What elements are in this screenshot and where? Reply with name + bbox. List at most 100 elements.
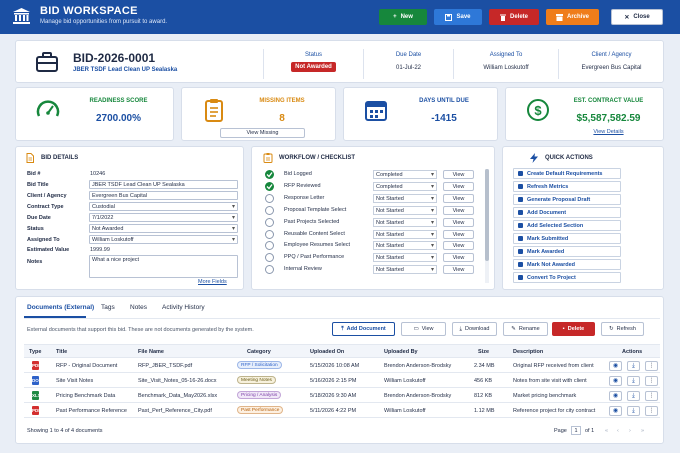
workflow-scrollbar-thumb[interactable] — [485, 169, 489, 261]
quick-action-item[interactable]: Mark Not Awarded — [513, 259, 621, 270]
table-row[interactable]: PDF Past Performance Reference Past_Perf_R… — [24, 404, 660, 418]
close-button-label: Close — [633, 14, 650, 20]
tab-activity-history[interactable]: Activity History — [162, 304, 205, 311]
view-missing-button[interactable]: View Missing — [220, 128, 305, 138]
empty-circle-icon[interactable] — [265, 217, 274, 227]
workflow-item-status-select[interactable]: Not Started — [373, 265, 437, 275]
eye-icon[interactable]: ◉ — [609, 361, 622, 371]
prev-page-icon[interactable]: ‹ — [617, 428, 619, 434]
quick-action-item[interactable]: Convert To Project — [513, 272, 621, 283]
status-select[interactable]: Not Awarded — [89, 224, 238, 233]
quick-action-item[interactable]: Create Default Requirements — [513, 168, 621, 179]
eye-icon[interactable]: ◉ — [609, 406, 622, 416]
workflow-item-status-select[interactable]: Not Started — [373, 253, 437, 263]
workflow-item-status-select[interactable]: Not Started — [373, 205, 437, 215]
download-row-icon[interactable]: ⤓ — [627, 391, 640, 401]
client-label: Client / Agency — [591, 52, 632, 58]
bid-name: JBER TSDF Lead Clean UP Sealaska — [73, 67, 178, 73]
client-summary: Client / Agency Evergreen Bus Capital — [558, 49, 664, 79]
add-document-button[interactable]: ⤒ Add Document — [332, 322, 395, 336]
workflow-item-view-button[interactable]: View — [443, 181, 474, 191]
more-fields-link[interactable]: More Fields — [198, 279, 227, 285]
workflow-title-text: WORKFLOW / CHECKLIST — [279, 155, 355, 161]
contract-type-label: Contract Type — [27, 204, 64, 210]
tab-documents-external[interactable]: Documents (External) — [27, 304, 95, 311]
delete-button[interactable]: Delete — [489, 9, 539, 25]
view-details-link[interactable]: View Details — [593, 129, 624, 135]
download-document-button[interactable]: ⤓ Download — [452, 322, 497, 336]
download-row-icon[interactable]: ⤓ — [627, 406, 640, 416]
rename-document-button[interactable]: ✎ Rename — [503, 322, 548, 336]
workflow-item-status: Completed — [376, 172, 403, 178]
workflow-item-view-button[interactable]: View — [443, 253, 474, 263]
page-number-input[interactable]: 1 — [571, 426, 581, 435]
check-circle-icon[interactable] — [265, 170, 274, 179]
more-options-icon[interactable]: ⋮ — [645, 361, 658, 371]
kpi-days-value: -1415 — [431, 113, 457, 124]
workflow-item-status-select[interactable]: Not Started — [373, 193, 437, 203]
empty-circle-icon[interactable] — [265, 193, 274, 203]
workflow-item-view-button[interactable]: View — [443, 193, 474, 203]
empty-circle-icon[interactable] — [265, 205, 274, 215]
quick-action-item[interactable]: Refresh Metrics — [513, 181, 621, 192]
workflow-item-view-button[interactable]: View — [443, 217, 474, 227]
tab-notes[interactable]: Notes — [130, 304, 147, 311]
next-page-icon[interactable]: › — [629, 428, 631, 434]
more-options-icon[interactable]: ⋮ — [645, 391, 658, 401]
view-document-button[interactable]: ▭ View — [401, 322, 446, 336]
empty-circle-icon[interactable] — [265, 265, 274, 275]
download-row-icon[interactable]: ⤓ — [627, 376, 640, 386]
more-options-icon[interactable]: ⋮ — [645, 406, 658, 416]
delete-document-button[interactable]: ▪ Delete — [552, 322, 595, 336]
quick-action-item[interactable]: Mark Submitted — [513, 233, 621, 244]
notes-textarea[interactable]: What a nice project — [89, 255, 238, 278]
quick-action-item[interactable]: Generate Proposal Draft — [513, 194, 621, 205]
last-page-icon[interactable]: » — [641, 428, 645, 434]
quick-action-item[interactable]: Add Selected Section — [513, 220, 621, 231]
table-row[interactable]: DOC Site Visit Notes Site_Visit_Notes_05-1… — [24, 374, 660, 388]
status-badge: Not Awarded — [291, 62, 336, 72]
workflow-item-name: Employee Resumes Select — [284, 242, 351, 249]
workflow-item-status-select[interactable]: Completed — [373, 181, 437, 191]
assigned-to-select[interactable]: William Loskutoff — [89, 235, 238, 244]
workflow-item-view-button[interactable]: View — [443, 170, 474, 179]
workflow-scrollbar[interactable] — [485, 169, 489, 283]
new-button[interactable]: + New — [379, 9, 427, 25]
more-options-icon[interactable]: ⋮ — [645, 376, 658, 386]
checkmark-icon — [266, 172, 273, 178]
workflow-item-status-select[interactable]: Not Started — [373, 241, 437, 251]
workflow-item-view-button[interactable]: View — [443, 229, 474, 239]
bid-title-field[interactable]: JBER TSDF Lead Clean UP Sealaska — [89, 180, 238, 189]
documents-description: External documents that support this bid… — [27, 327, 254, 333]
archive-button[interactable]: Archive — [546, 9, 599, 25]
close-button[interactable]: ✕ Close — [611, 9, 663, 25]
workflow-item-view-button[interactable]: View — [443, 241, 474, 251]
eye-icon[interactable]: ◉ — [609, 376, 622, 386]
due-date-picker[interactable]: 7/1/2022 — [89, 213, 238, 222]
workflow-item-status-select[interactable]: Completed — [373, 170, 437, 179]
download-row-icon[interactable]: ⤓ — [627, 361, 640, 371]
table-row[interactable]: XLS Pricing Benchmark Data Benchmark_Data_… — [24, 389, 660, 403]
tab-tags[interactable]: Tags — [101, 304, 115, 311]
workflow-item-name: RFP Reviewed — [284, 182, 321, 189]
check-circle-icon[interactable] — [265, 181, 274, 191]
workflow-item-view-button[interactable]: View — [443, 265, 474, 275]
workflow-item-view-button[interactable]: View — [443, 205, 474, 215]
workflow-item-status-select[interactable]: Not Started — [373, 217, 437, 227]
page-label: Page — [554, 428, 567, 434]
quick-action-item[interactable]: Add Document — [513, 207, 621, 218]
first-page-icon[interactable]: « — [605, 428, 609, 434]
save-button[interactable]: Save — [434, 9, 482, 25]
assigned-value: William Loskutoff — [483, 65, 529, 71]
empty-circle-icon[interactable] — [265, 253, 274, 263]
empty-circle-icon[interactable] — [265, 241, 274, 251]
empty-circle-icon[interactable] — [265, 229, 274, 239]
client-agency-field[interactable]: Evergreen Bus Capital — [89, 191, 238, 200]
eye-icon[interactable]: ◉ — [609, 391, 622, 401]
refresh-documents-button[interactable]: ↻ Refresh — [601, 322, 644, 336]
doc-category-badge: RFP / Solicitation — [237, 361, 282, 369]
contract-type-select[interactable]: Custodial — [89, 202, 238, 211]
table-row[interactable]: PDF RFP - Original Document RFP_JBER_TSDF.… — [24, 359, 660, 373]
workflow-item-status-select[interactable]: Not Started — [373, 229, 437, 239]
quick-action-item[interactable]: Mark Awarded — [513, 246, 621, 257]
